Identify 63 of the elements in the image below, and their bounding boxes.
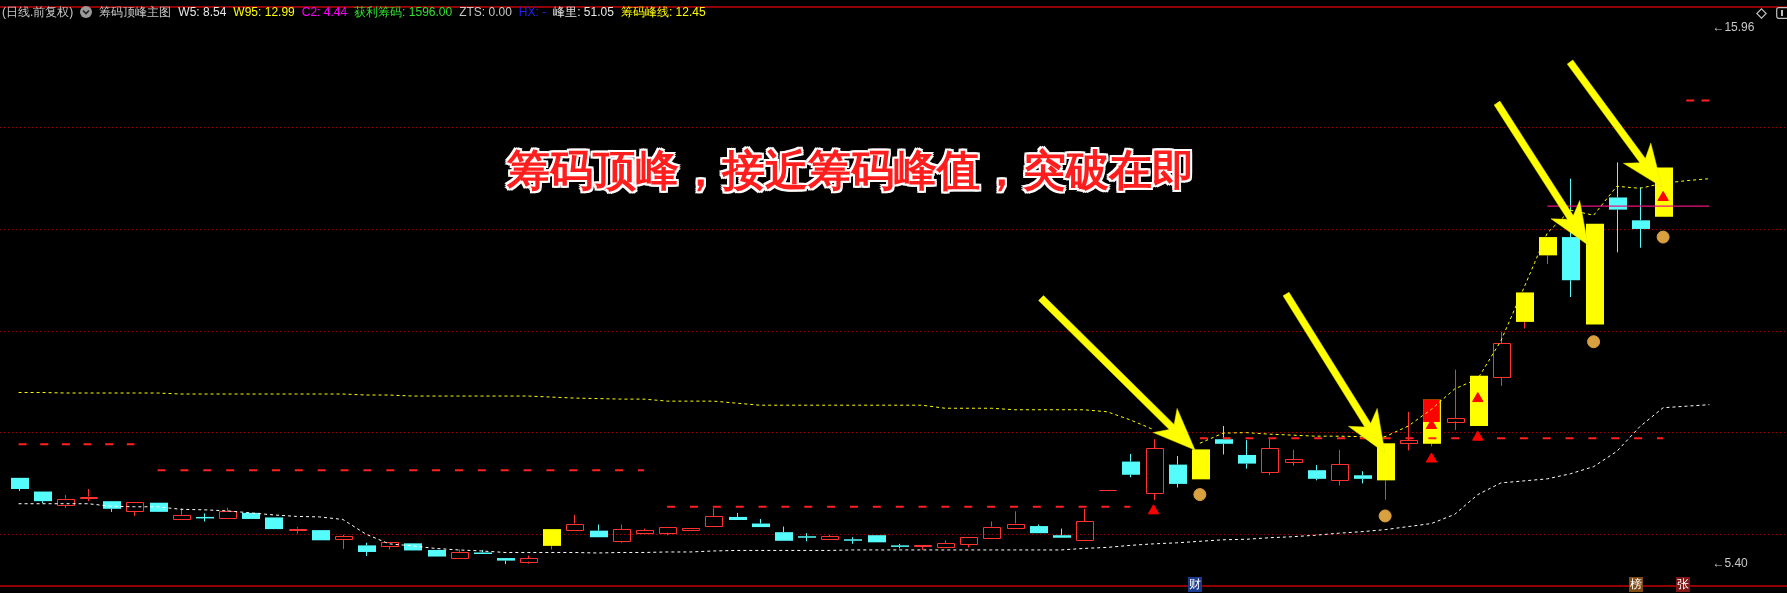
candlestick <box>335 534 353 550</box>
candlestick <box>729 512 747 520</box>
candlestick <box>242 512 260 519</box>
annotation: 峰里: 51.05 <box>553 5 614 19</box>
annotation: 张 <box>1676 577 1690 592</box>
y-tick-label: ←5.40 <box>1712 556 1749 571</box>
annotation: W5: 8.54 <box>178 5 227 19</box>
annotation: (日线.前复权) <box>2 5 74 19</box>
candlestick <box>1007 510 1025 529</box>
candlestick <box>34 491 52 504</box>
point <box>1425 452 1438 463</box>
candlestick <box>937 539 955 548</box>
annotation: ZTS: 0.00 <box>459 5 512 19</box>
candlestick <box>1400 411 1418 451</box>
candlestick <box>983 521 1001 539</box>
candlestick <box>1632 186 1650 249</box>
annotation: 财 <box>1188 577 1202 592</box>
annotation: 榜 <box>1629 577 1643 592</box>
candlestick <box>312 530 330 541</box>
candlestick <box>705 507 723 527</box>
candlestick <box>1076 508 1094 541</box>
point <box>1656 230 1670 244</box>
candlestick <box>1122 453 1140 478</box>
candlestick <box>1493 331 1511 387</box>
candlestick <box>1331 449 1349 486</box>
candlestick <box>1470 375 1488 427</box>
candlestick <box>150 502 168 512</box>
point <box>1657 190 1669 201</box>
point <box>1193 488 1207 502</box>
line-series <box>18 404 1710 554</box>
annotation: C2: 4.44 <box>301 5 348 19</box>
annotation: 筹码顶峰主图 <box>99 5 172 19</box>
candlestick <box>428 549 446 557</box>
candlestick <box>1285 449 1303 467</box>
candlestick <box>11 477 29 492</box>
candlestick <box>1447 369 1465 431</box>
candlestick <box>1377 443 1395 501</box>
candlestick <box>682 528 700 531</box>
point <box>1378 509 1392 523</box>
candlestick <box>1215 425 1233 455</box>
candlestick <box>1169 455 1187 488</box>
candlestick <box>103 501 121 513</box>
annotation: HX: - <box>518 5 547 19</box>
annotation: 获利筹码: 1596.00 <box>354 5 453 19</box>
point <box>1587 335 1601 349</box>
candlestick <box>1192 449 1210 480</box>
point <box>1147 504 1160 515</box>
y-tick-label: ←15.96 <box>1712 20 1755 35</box>
point <box>1472 392 1484 403</box>
annotation: W95: 12.99 <box>233 5 295 19</box>
text: 筹码顶峰，接近筹码峰值，突破在即 <box>507 144 1195 196</box>
candlestick <box>1146 438 1164 501</box>
candlestick <box>868 535 886 543</box>
candlestick <box>590 524 608 538</box>
annotation: 筹码峰线: 12.45 <box>620 5 706 19</box>
candlestick <box>1238 439 1256 470</box>
candlestick <box>1586 223 1604 325</box>
point <box>1472 430 1484 441</box>
candlestick <box>566 514 584 531</box>
candlestick <box>265 517 283 530</box>
candlestick <box>1539 237 1557 265</box>
candlestick <box>451 548 469 559</box>
candlestick <box>404 543 422 551</box>
